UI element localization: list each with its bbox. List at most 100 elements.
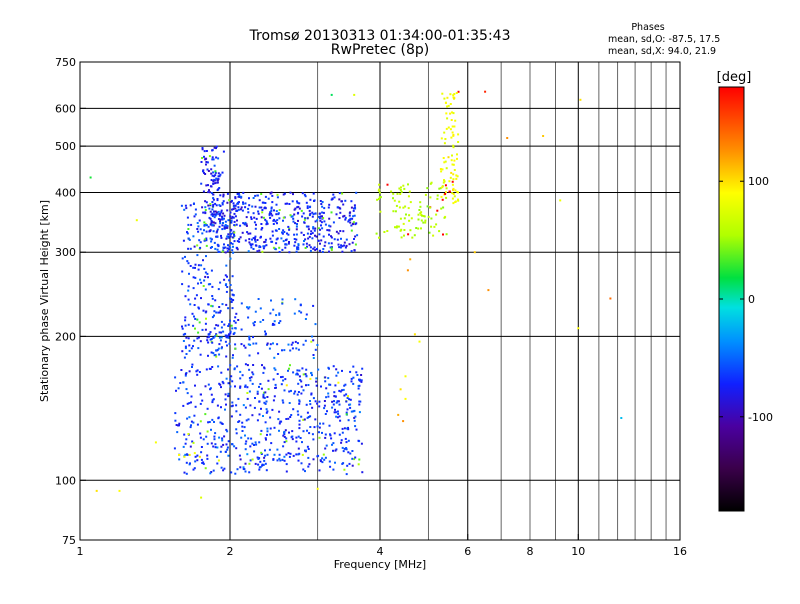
data-point <box>285 440 288 443</box>
data-point <box>205 163 207 166</box>
data-point <box>352 209 355 212</box>
data-point <box>233 231 236 234</box>
data-point <box>204 271 207 274</box>
data-point <box>89 176 92 179</box>
data-point <box>449 128 452 131</box>
data-point <box>217 210 220 213</box>
data-point <box>217 218 220 221</box>
data-point <box>235 432 238 435</box>
data-point <box>223 214 226 217</box>
data-point <box>287 225 290 228</box>
data-point <box>348 214 351 217</box>
data-point <box>409 201 412 204</box>
data-point <box>304 339 307 342</box>
data-point <box>237 421 240 423</box>
data-point <box>236 209 239 212</box>
data-point <box>282 229 285 232</box>
data-point <box>324 380 327 383</box>
data-point <box>449 93 452 96</box>
data-point <box>239 466 242 469</box>
data-point <box>222 193 225 196</box>
data-point <box>455 92 458 94</box>
data-point <box>445 187 448 190</box>
data-point <box>321 215 323 218</box>
data-point <box>300 209 303 212</box>
data-point <box>239 208 242 211</box>
data-point <box>220 371 223 374</box>
data-point <box>314 348 317 351</box>
data-point <box>439 187 442 190</box>
phase-info-heading: Phases <box>631 22 664 33</box>
data-point <box>210 238 213 241</box>
data-point <box>214 171 217 174</box>
data-point <box>452 146 455 149</box>
grid-lines <box>80 62 680 540</box>
data-point <box>199 436 202 439</box>
data-point <box>205 161 208 163</box>
data-point <box>335 374 338 377</box>
data-point <box>204 385 207 388</box>
data-point <box>278 422 281 425</box>
data-point <box>211 149 214 152</box>
data-point <box>183 356 186 359</box>
data-point <box>309 415 312 418</box>
data-point <box>254 235 257 238</box>
data-point <box>337 371 340 374</box>
data-point <box>319 249 321 252</box>
data-point <box>256 390 259 393</box>
data-point <box>443 161 446 164</box>
data-point <box>506 137 509 139</box>
data-point <box>278 246 281 249</box>
data-point <box>200 161 203 163</box>
data-point <box>290 414 293 416</box>
data-point <box>354 223 357 226</box>
data-point <box>246 397 249 400</box>
data-point <box>620 417 623 419</box>
data-point <box>302 373 305 376</box>
data-point <box>219 212 222 215</box>
data-point <box>316 219 319 222</box>
data-point <box>340 200 343 203</box>
data-point <box>360 379 363 382</box>
data-point <box>283 459 286 462</box>
data-point <box>429 206 432 209</box>
data-point <box>231 215 234 218</box>
data-point <box>282 216 285 219</box>
data-point <box>265 332 267 335</box>
data-point <box>220 234 222 237</box>
data-point <box>340 439 343 442</box>
data-point <box>308 244 311 247</box>
data-point <box>267 379 270 382</box>
data-point <box>226 336 228 339</box>
data-point <box>251 382 254 385</box>
data-point <box>324 376 327 379</box>
data-point <box>272 223 275 225</box>
data-point <box>264 449 266 452</box>
data-point <box>305 374 308 377</box>
data-point <box>183 433 186 436</box>
data-point <box>350 377 353 380</box>
data-point <box>247 250 250 253</box>
data-point <box>258 400 261 403</box>
data-point <box>327 395 330 398</box>
data-point <box>287 242 290 245</box>
data-point <box>310 371 313 374</box>
data-point <box>187 237 190 240</box>
data-point <box>332 442 335 445</box>
data-point <box>245 440 248 443</box>
data-point <box>270 442 273 445</box>
data-point <box>175 424 178 426</box>
data-point <box>213 241 216 244</box>
data-point <box>197 268 200 271</box>
data-point <box>453 195 456 198</box>
colorbar-label: [deg] <box>717 70 752 85</box>
data-point <box>211 297 214 300</box>
data-point <box>192 324 195 327</box>
data-point <box>210 304 213 307</box>
data-point <box>264 218 267 221</box>
data-point <box>456 153 458 156</box>
data-point <box>430 217 433 220</box>
data-point <box>249 445 252 448</box>
data-point <box>244 442 247 445</box>
data-point <box>420 211 423 214</box>
